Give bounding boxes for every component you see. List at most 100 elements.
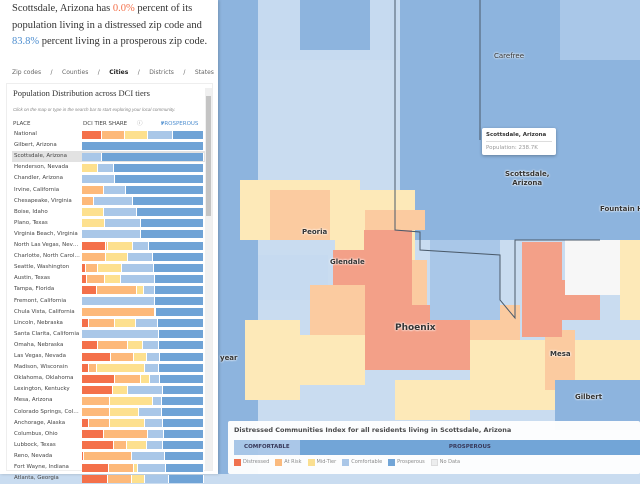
place-row[interactable]: Madison, Wisconsin bbox=[12, 362, 205, 373]
legend-title: Distressed Communities Index for all res… bbox=[234, 426, 512, 434]
legend-swatch bbox=[430, 459, 438, 466]
segment-prosperous bbox=[136, 208, 204, 217]
tier-share-bar bbox=[82, 430, 204, 439]
place-row[interactable]: Atlanta, Georgia bbox=[12, 473, 205, 484]
segment-distressed bbox=[82, 430, 104, 439]
segment-comfortable bbox=[152, 396, 163, 405]
segment-mid-tier bbox=[124, 130, 148, 139]
place-row[interactable]: Oklahoma, Oklahoma bbox=[12, 373, 205, 384]
place-row[interactable]: Lincoln, Nebraska bbox=[12, 318, 205, 329]
tier-share-bar bbox=[82, 263, 204, 272]
segment-at-risk bbox=[103, 430, 148, 439]
place-row[interactable]: Gilbert, Arizona bbox=[12, 140, 205, 151]
segment-comfortable bbox=[145, 474, 169, 483]
place-row[interactable]: Charlotte, North Carolina bbox=[12, 251, 205, 262]
segment-at-risk bbox=[89, 319, 115, 328]
choropleth-map[interactable] bbox=[0, 0, 640, 474]
prosperous-percent: 83.8% bbox=[12, 36, 40, 47]
segment-comfortable bbox=[105, 219, 141, 228]
place-name: Mesa, Arizona bbox=[14, 397, 53, 404]
place-name: Charlotte, North Carolina bbox=[14, 253, 80, 260]
legend-label: At Risk bbox=[284, 459, 302, 465]
place-row[interactable]: Colorado Springs, Color... bbox=[12, 407, 205, 418]
scrollbar-thumb[interactable] bbox=[206, 96, 211, 216]
info-icon[interactable]: ⓘ bbox=[137, 121, 143, 127]
place-name: Tampa, Florida bbox=[14, 286, 55, 293]
headline-text: Scottsdale, Arizona has bbox=[12, 3, 113, 14]
segment-prosperous bbox=[162, 408, 204, 416]
place-name: Reno, Nevada bbox=[14, 452, 53, 459]
place-row[interactable]: Anchorage, Alaska bbox=[12, 418, 205, 429]
nav-zip-codes[interactable]: Zip codes bbox=[12, 69, 42, 76]
col-place[interactable]: PLACE bbox=[13, 121, 31, 127]
place-row[interactable]: Boise, Idaho bbox=[12, 207, 205, 218]
tooltip-title: Scottsdale, Arizona bbox=[486, 131, 552, 142]
place-row[interactable]: Seattle, Washington bbox=[12, 262, 205, 273]
segment-mid-tier bbox=[134, 352, 147, 361]
segment-mid-tier bbox=[128, 341, 143, 350]
segment-mid-tier bbox=[106, 252, 129, 261]
legend-swatch bbox=[388, 459, 396, 466]
place-row[interactable]: Santa Clarita, California bbox=[12, 329, 205, 340]
place-row[interactable]: Las Vegas, Nevada bbox=[12, 351, 205, 362]
segment-at-risk bbox=[82, 197, 95, 206]
map-label-phoenix: Phoenix bbox=[395, 323, 436, 333]
place-row[interactable]: Chesapeake, Virginia bbox=[12, 196, 205, 207]
nav-counties[interactable]: Counties bbox=[62, 69, 89, 76]
list-scrollbar[interactable] bbox=[205, 88, 212, 470]
place-name: Lincoln, Nebraska bbox=[14, 319, 63, 326]
place-row[interactable]: Fort Wayne, Indiana bbox=[12, 462, 205, 473]
tier-comfortable: COMFORTABLE bbox=[234, 440, 300, 455]
place-row[interactable]: Mesa, Arizona bbox=[12, 395, 205, 406]
tier-share-bar bbox=[82, 197, 204, 206]
segment-prosperous bbox=[158, 330, 204, 339]
place-row[interactable]: Fremont, California bbox=[12, 296, 205, 307]
segment-mid-tier bbox=[112, 385, 129, 394]
place-row[interactable]: Columbus, Ohio bbox=[12, 429, 205, 440]
place-name: Lubbock, Texas bbox=[14, 441, 56, 448]
segment-prosperous bbox=[158, 363, 204, 372]
place-row[interactable]: Chandler, Arizona bbox=[12, 173, 205, 184]
nav-states[interactable]: States bbox=[194, 69, 214, 76]
place-name: Omaha, Nebraska bbox=[14, 341, 64, 348]
nav-districts[interactable]: Districts bbox=[149, 69, 174, 76]
map-label-fountain-hills: Fountain Hi bbox=[600, 205, 640, 213]
segment-prosperous bbox=[158, 341, 204, 350]
segment-mid-tier bbox=[132, 474, 146, 483]
place-row[interactable]: Reno, Nevada bbox=[12, 451, 205, 462]
segment-mid-tier bbox=[97, 263, 123, 272]
segment-at-risk bbox=[86, 274, 106, 283]
tooltip-population: Population: 238.7K bbox=[486, 145, 538, 151]
legend-label: Comfortable bbox=[351, 459, 383, 465]
segment-at-risk bbox=[106, 241, 108, 250]
segment-distressed bbox=[82, 385, 113, 394]
segment-mid-tier bbox=[105, 274, 122, 283]
legend-swatch bbox=[342, 459, 350, 466]
segment-distressed bbox=[82, 452, 85, 461]
segment-mid-tier bbox=[140, 374, 151, 383]
legend-item: At Risk bbox=[275, 459, 302, 466]
place-row[interactable]: Scottsdale, Arizona bbox=[12, 151, 205, 163]
segment-distressed bbox=[82, 474, 108, 483]
segment-distressed bbox=[82, 463, 109, 472]
place-row[interactable]: Omaha, Nebraska bbox=[12, 340, 205, 351]
tier-share-bar bbox=[82, 374, 204, 383]
segment-mid-tier bbox=[82, 219, 106, 228]
nav-cities[interactable]: Cities bbox=[109, 69, 129, 76]
place-row[interactable]: Chula Vista, California bbox=[12, 307, 205, 318]
segment-distressed bbox=[82, 419, 90, 428]
place-row[interactable]: Lubbock, Texas bbox=[12, 440, 205, 451]
place-row[interactable]: North Las Vegas, Nevada bbox=[12, 240, 205, 251]
place-row[interactable]: Irvine, California bbox=[12, 185, 205, 196]
place-row[interactable]: Henderson, Nevada bbox=[12, 162, 205, 173]
place-row[interactable]: Tampa, Florida bbox=[12, 284, 205, 295]
tier-share-bar bbox=[82, 252, 204, 261]
place-row[interactable]: Virginia Beach, Virginia bbox=[12, 229, 205, 240]
place-row[interactable]: Lexington, Kentucky bbox=[12, 384, 205, 395]
tier-share-bar bbox=[82, 186, 204, 194]
place-row[interactable]: Austin, Texas bbox=[12, 273, 205, 284]
column-header: PLACE DCI TIER SHARE ⓘ PROSPEROUS ▾ bbox=[13, 120, 206, 128]
place-name: Chesapeake, Virginia bbox=[14, 197, 72, 204]
place-row[interactable]: Plano, Texas bbox=[12, 218, 205, 229]
place-row[interactable]: National bbox=[12, 129, 205, 140]
